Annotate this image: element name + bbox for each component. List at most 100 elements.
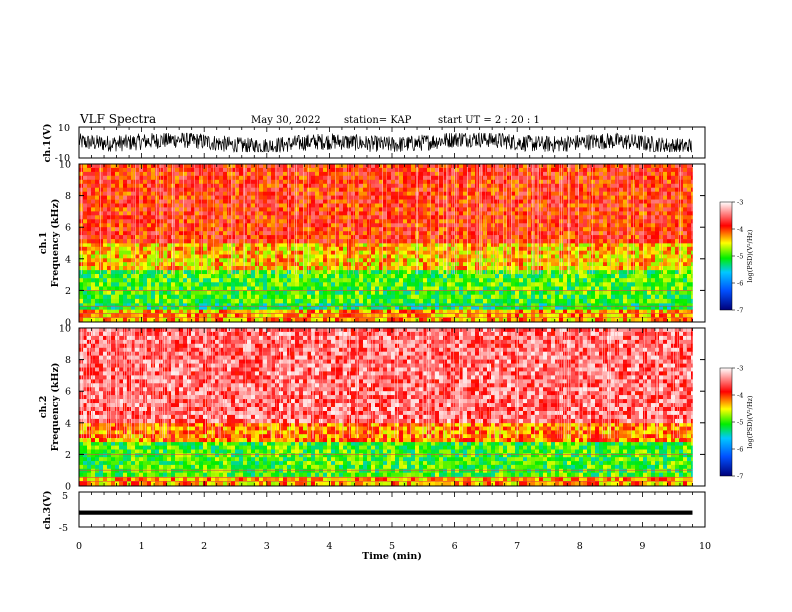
spec1-cell: [479, 317, 484, 323]
spec1-cell: [643, 274, 648, 279]
spec1-cell: [227, 298, 232, 304]
spec1-cell: [463, 286, 468, 291]
spec1-cell: [363, 286, 368, 291]
spec1-cell: [459, 274, 464, 279]
spec1-cell: [155, 250, 160, 255]
spec1-cell: [535, 282, 540, 287]
spec1-cell: [107, 313, 112, 319]
spec1-cell: [127, 250, 132, 255]
spec1-cell: [191, 266, 196, 271]
spec1-cell: [367, 294, 372, 300]
spec1-cell: [115, 211, 120, 216]
spec1-cell: [583, 290, 588, 296]
spec1-cell: [419, 254, 424, 259]
spec1-cell: [259, 207, 264, 212]
spec1-cell: [679, 175, 684, 181]
spec1-cell: [123, 179, 128, 185]
spec1-cell: [303, 309, 308, 314]
spec1-cell: [627, 269, 632, 275]
spec1-cell: [403, 167, 408, 173]
spec1-cell: [119, 286, 124, 291]
spec1-cell: [231, 195, 236, 200]
spec1-cell: [115, 258, 120, 263]
spec1-cell: [415, 290, 420, 296]
spec1-cell: [215, 266, 220, 271]
spec1-cell: [175, 262, 180, 267]
spec1-cell: [579, 203, 584, 208]
spec1-cell: [251, 282, 256, 287]
spec1-cell: [311, 175, 316, 181]
spec1-cell: [199, 286, 204, 291]
spec1-cell: [623, 171, 628, 177]
spec1-cell: [343, 298, 348, 304]
spec1-cell: [443, 309, 448, 314]
spec1-cell: [643, 278, 648, 283]
spec1-cell: [139, 303, 144, 307]
spec1-cell: [543, 191, 548, 196]
spec1-cell: [235, 274, 240, 279]
spec1-cell: [595, 266, 600, 271]
spec1-cell: [675, 282, 680, 287]
spec1-cell: [355, 246, 360, 251]
spec1-cell: [651, 187, 656, 192]
spec1-cell: [663, 179, 668, 185]
spec1-cell: [99, 187, 104, 192]
spec1-cell: [503, 171, 508, 177]
spec1-cell: [547, 290, 552, 296]
spec1-cell: [307, 191, 312, 196]
spec1-cell: [311, 309, 316, 314]
spec1-cell: [367, 282, 372, 287]
spec1-cell: [239, 278, 244, 283]
spec1-cell: [223, 306, 228, 310]
spec1-cell: [215, 199, 220, 204]
spec1-cell: [271, 164, 276, 169]
spec1-cell: [215, 317, 220, 323]
spec1-cell: [631, 309, 636, 314]
spec1-cell: [183, 171, 188, 177]
spec1-cell: [639, 164, 644, 169]
spec1-cell: [83, 207, 88, 212]
spec1-cell: [547, 175, 552, 181]
spec1-cell: [367, 306, 372, 310]
spec1-cell: [455, 179, 460, 185]
spec1-cell: [419, 191, 424, 196]
spec1-cell: [219, 199, 224, 204]
spec1-cell: [319, 164, 324, 169]
spec1-cell: [431, 175, 436, 181]
spec1-cell: [123, 309, 128, 314]
spec1-cell: [259, 191, 264, 196]
spec1-cell: [451, 164, 456, 169]
spec1-cell: [435, 167, 440, 173]
spec1-cell: [263, 167, 268, 173]
spec1-cell: [255, 313, 260, 319]
spec1-cell: [595, 195, 600, 200]
spec1-cell: [643, 187, 648, 192]
spec1-cell: [271, 262, 276, 267]
spec1-cell: [303, 175, 308, 181]
spec1-cell: [419, 175, 424, 181]
spec1-cell: [111, 258, 116, 263]
spec1-cell: [527, 258, 532, 263]
spec1-cell: [203, 164, 208, 169]
spec1-cell: [511, 290, 516, 296]
spec1-cell: [579, 250, 584, 255]
spec1-cell: [239, 266, 244, 271]
spec1-cell: [411, 183, 416, 189]
spec1-cell: [463, 274, 468, 279]
spec1-cell: [207, 269, 212, 275]
spec1-cell: [135, 187, 140, 192]
spec1-cell: [407, 298, 412, 304]
spec1-cell: [307, 290, 312, 296]
spec1-cell: [527, 195, 532, 200]
spec1-cell: [91, 191, 96, 196]
spec1-cell: [283, 269, 288, 275]
spec1-cell: [143, 164, 148, 169]
spec1-cell: [255, 286, 260, 291]
spec1-cell: [519, 306, 524, 310]
spec1-cell: [255, 282, 260, 287]
spec1-cell: [135, 258, 140, 263]
spec1-cell: [111, 195, 116, 200]
spec1-cell: [295, 183, 300, 189]
spec1-cell: [279, 250, 284, 255]
spec1-cell: [547, 274, 552, 279]
